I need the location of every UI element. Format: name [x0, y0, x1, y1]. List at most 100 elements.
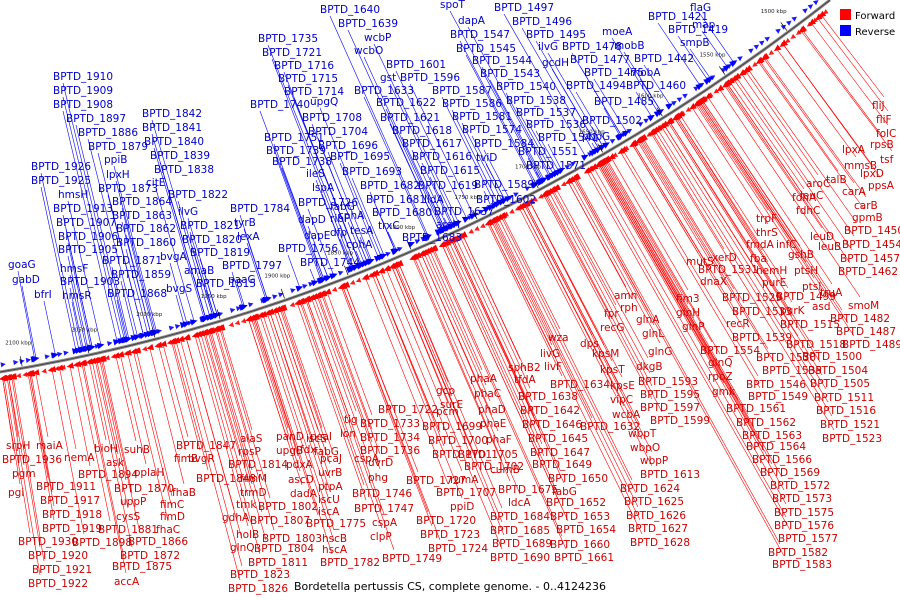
forward-gene-label-phad[interactable]: phaD	[478, 404, 506, 416]
reverse-gene-label-bptd-1860[interactable]: BPTD_1860	[116, 237, 176, 249]
reverse-gene-label-ilvg[interactable]: ilvG	[178, 206, 198, 218]
reverse-gene-label-fabg[interactable]: fabG	[330, 201, 355, 213]
forward-gene-label-bptd-1638[interactable]: BPTD_1638	[518, 391, 578, 403]
forward-gene-label-bptd-1562[interactable]: BPTD_1562	[736, 417, 796, 429]
forward-gene-label-hsca[interactable]: hscA	[322, 544, 348, 556]
forward-gene-label-bptd-1661[interactable]: BPTD_1661	[554, 552, 614, 564]
forward-gene-label-fim3[interactable]: fim3	[676, 293, 700, 305]
reverse-gene-label-bptd-1797[interactable]: BPTD_1797	[222, 260, 282, 272]
reverse-gene-label-cpha[interactable]: cphA	[338, 210, 365, 222]
forward-gene-label-uvrb[interactable]: uvrB	[318, 467, 342, 479]
reverse-gene-label-bptd-1756[interactable]: BPTD_1756	[278, 243, 338, 255]
forward-gene-label-sure[interactable]: surE	[440, 399, 463, 411]
reverse-gene-label-bptd-1726[interactable]: BPTD_1726	[298, 197, 358, 209]
forward-gene-label-bptd-1462[interactable]: BPTD_1462	[838, 266, 898, 278]
forward-gene-label-tsf[interactable]: tsf	[880, 154, 894, 166]
forward-gene-label-glna[interactable]: glnA	[636, 314, 660, 326]
forward-gene-label-wbpo[interactable]: wbpO	[630, 442, 660, 454]
forward-gene-label-bptd-1848[interactable]: BPTD_1848	[196, 473, 256, 485]
reverse-gene-label-bptd-1586[interactable]: BPTD_1586	[442, 98, 502, 110]
reverse-gene-label-bptd-1704[interactable]: BPTD_1704	[308, 126, 368, 138]
forward-gene-label-bptd-1720[interactable]: BPTD_1720	[416, 515, 476, 527]
reverse-gene-label-bptd-1619[interactable]: BPTD_1619	[418, 180, 478, 192]
reverse-gene-label-bptd-1864[interactable]: BPTD_1864	[112, 196, 172, 208]
forward-gene-label-pure[interactable]: purE	[762, 277, 786, 289]
forward-gene-label-gdha[interactable]: gdhA	[222, 512, 250, 524]
forward-gene-label-bptd-1660[interactable]: BPTD_1660	[550, 539, 610, 551]
reverse-gene-label-bptd-1574[interactable]: BPTD_1574	[462, 124, 522, 136]
forward-gene-label-bptd-1531[interactable]: BPTD_1531	[698, 264, 758, 276]
reverse-gene-label-bptd-1485[interactable]: BPTD_1485	[594, 96, 654, 108]
reverse-gene-label-dapa[interactable]: dapA	[458, 15, 486, 27]
reverse-gene-label-bptd-1477[interactable]: BPTD_1477	[570, 54, 630, 66]
forward-gene-label-bvgr[interactable]: bvgR	[188, 453, 215, 465]
forward-gene-label-cumb[interactable]: cumB	[490, 464, 520, 476]
forward-gene-label-nema[interactable]: nemA	[64, 452, 95, 464]
forward-gene-label-ptpa[interactable]: ptpA	[318, 481, 343, 493]
forward-gene-label-fimb[interactable]: fimB	[174, 453, 198, 465]
forward-gene-label-rpsp[interactable]: rpsP	[238, 446, 261, 458]
forward-gene-label-flif[interactable]: fliF	[876, 114, 892, 126]
forward-gene-label-leuc[interactable]: leuC	[800, 190, 823, 202]
reverse-gene-label-cpha[interactable]: cphA	[346, 239, 373, 251]
forward-gene-label-bptd-1628[interactable]: BPTD_1628	[630, 537, 690, 549]
forward-gene-label-fba[interactable]: fba	[750, 253, 767, 265]
reverse-gene-label-bptd-1784[interactable]: BPTD_1784	[230, 203, 290, 215]
reverse-gene-label-bptd-1615[interactable]: BPTD_1615	[420, 165, 480, 177]
forward-gene-label-bptd-1576[interactable]: BPTD_1576	[774, 520, 834, 532]
reverse-gene-label-hmsr[interactable]: hmsR	[62, 290, 92, 302]
reverse-gene-label-bptd-1537[interactable]: BPTD_1537	[516, 107, 576, 119]
forward-gene-label-kpst[interactable]: kpsT	[600, 364, 625, 376]
forward-gene-label-bptd-1782[interactable]: BPTD_1782	[320, 557, 380, 569]
reverse-gene-label-bptd-1538[interactable]: BPTD_1538	[506, 95, 566, 107]
reverse-gene-label-bptd-1617[interactable]: BPTD_1617	[402, 138, 462, 150]
forward-gene-label-bptd-1723[interactable]: BPTD_1723	[420, 529, 480, 541]
reverse-gene-label-bptd-1551[interactable]: BPTD_1551	[518, 146, 578, 158]
forward-gene-label-asd[interactable]: asd	[812, 301, 831, 313]
forward-gene-label-bptd-1564[interactable]: BPTD_1564	[746, 441, 806, 453]
forward-gene-label-bptd-1650[interactable]: BPTD_1650	[548, 473, 608, 485]
reverse-gene-label-bptd-1859[interactable]: BPTD_1859	[111, 269, 171, 281]
forward-gene-label-bptd-1652[interactable]: BPTD_1652	[546, 497, 606, 509]
forward-gene-label-gpmb[interactable]: gpmB	[852, 212, 883, 224]
reverse-gene-label-bptd-1871[interactable]: BPTD_1871	[102, 255, 162, 267]
reverse-gene-label-flag[interactable]: flaG	[690, 2, 711, 14]
reverse-gene-label-bptd-1639[interactable]: BPTD_1639	[338, 18, 398, 30]
forward-gene-label-ascd[interactable]: ascD	[288, 474, 314, 486]
forward-gene-label-bptd-1807[interactable]: BPTD_1807	[250, 515, 310, 527]
forward-gene-label-bptd-1654[interactable]: BPTD_1654	[556, 524, 616, 536]
forward-gene-label-bptd-1530[interactable]: BPTD_1530	[756, 352, 816, 364]
reverse-gene-label-bptd-1739[interactable]: BPTD_1739	[266, 145, 326, 157]
forward-gene-label-bptd-1454[interactable]: BPTD_1454	[842, 239, 900, 251]
reverse-gene-label-moea[interactable]: moeA	[602, 26, 633, 38]
reverse-gene-label-bptd-1544[interactable]: BPTD_1544	[472, 55, 532, 67]
forward-gene-label-fpr[interactable]: fpr	[604, 308, 619, 320]
forward-gene-label-bptd-1803[interactable]: BPTD_1803	[262, 533, 322, 545]
reverse-gene-label-lexa[interactable]: lexA	[237, 231, 260, 243]
reverse-gene-label-bptd-1721[interactable]: BPTD_1721	[262, 47, 322, 59]
forward-gene-label-recr[interactable]: recR	[726, 318, 750, 330]
forward-gene-label-bptd-1583[interactable]: BPTD_1583	[772, 559, 832, 571]
reverse-gene-label-bptd-1838[interactable]: BPTD_1838	[154, 164, 214, 176]
forward-gene-label-kpsm[interactable]: kpsM	[592, 348, 619, 360]
forward-gene-label-leub[interactable]: leuB	[818, 241, 841, 253]
reverse-gene-label-paag[interactable]: paaG	[228, 274, 256, 286]
reverse-gene-label-goag[interactable]: goaG	[8, 259, 36, 271]
forward-gene-label-thrs[interactable]: thrS	[756, 227, 778, 239]
forward-gene-label-iscs[interactable]: iscS	[306, 433, 327, 445]
forward-gene-label-pand[interactable]: panD	[276, 431, 304, 443]
forward-gene-label-pcaj[interactable]: pcaJ	[320, 453, 342, 465]
forward-gene-label-bptd-1918[interactable]: BPTD_1918	[42, 509, 102, 521]
forward-gene-label-bptd-1597[interactable]: BPTD_1597	[640, 402, 700, 414]
forward-gene-label-frmm[interactable]: frmM	[240, 473, 267, 485]
reverse-gene-label-ribf[interactable]: ribF	[330, 213, 350, 225]
reverse-gene-label-bptd-1862[interactable]: BPTD_1862	[116, 223, 176, 235]
forward-gene-label-bptd-1533[interactable]: BPTD_1533	[732, 306, 792, 318]
reverse-gene-label-bptd-1640[interactable]: BPTD_1640	[320, 4, 380, 16]
reverse-gene-label-bptd-1681[interactable]: BPTD_1681	[366, 194, 426, 206]
forward-gene-label-recg[interactable]: recG	[600, 322, 624, 334]
reverse-gene-label-bptd-1909[interactable]: BPTD_1909	[53, 85, 113, 97]
forward-gene-label-bptd-1685[interactable]: BPTD_1685	[490, 525, 550, 537]
forward-gene-label-carb[interactable]: carB	[854, 200, 878, 212]
forward-gene-label-bptd-1642[interactable]: BPTD_1642	[520, 405, 580, 417]
